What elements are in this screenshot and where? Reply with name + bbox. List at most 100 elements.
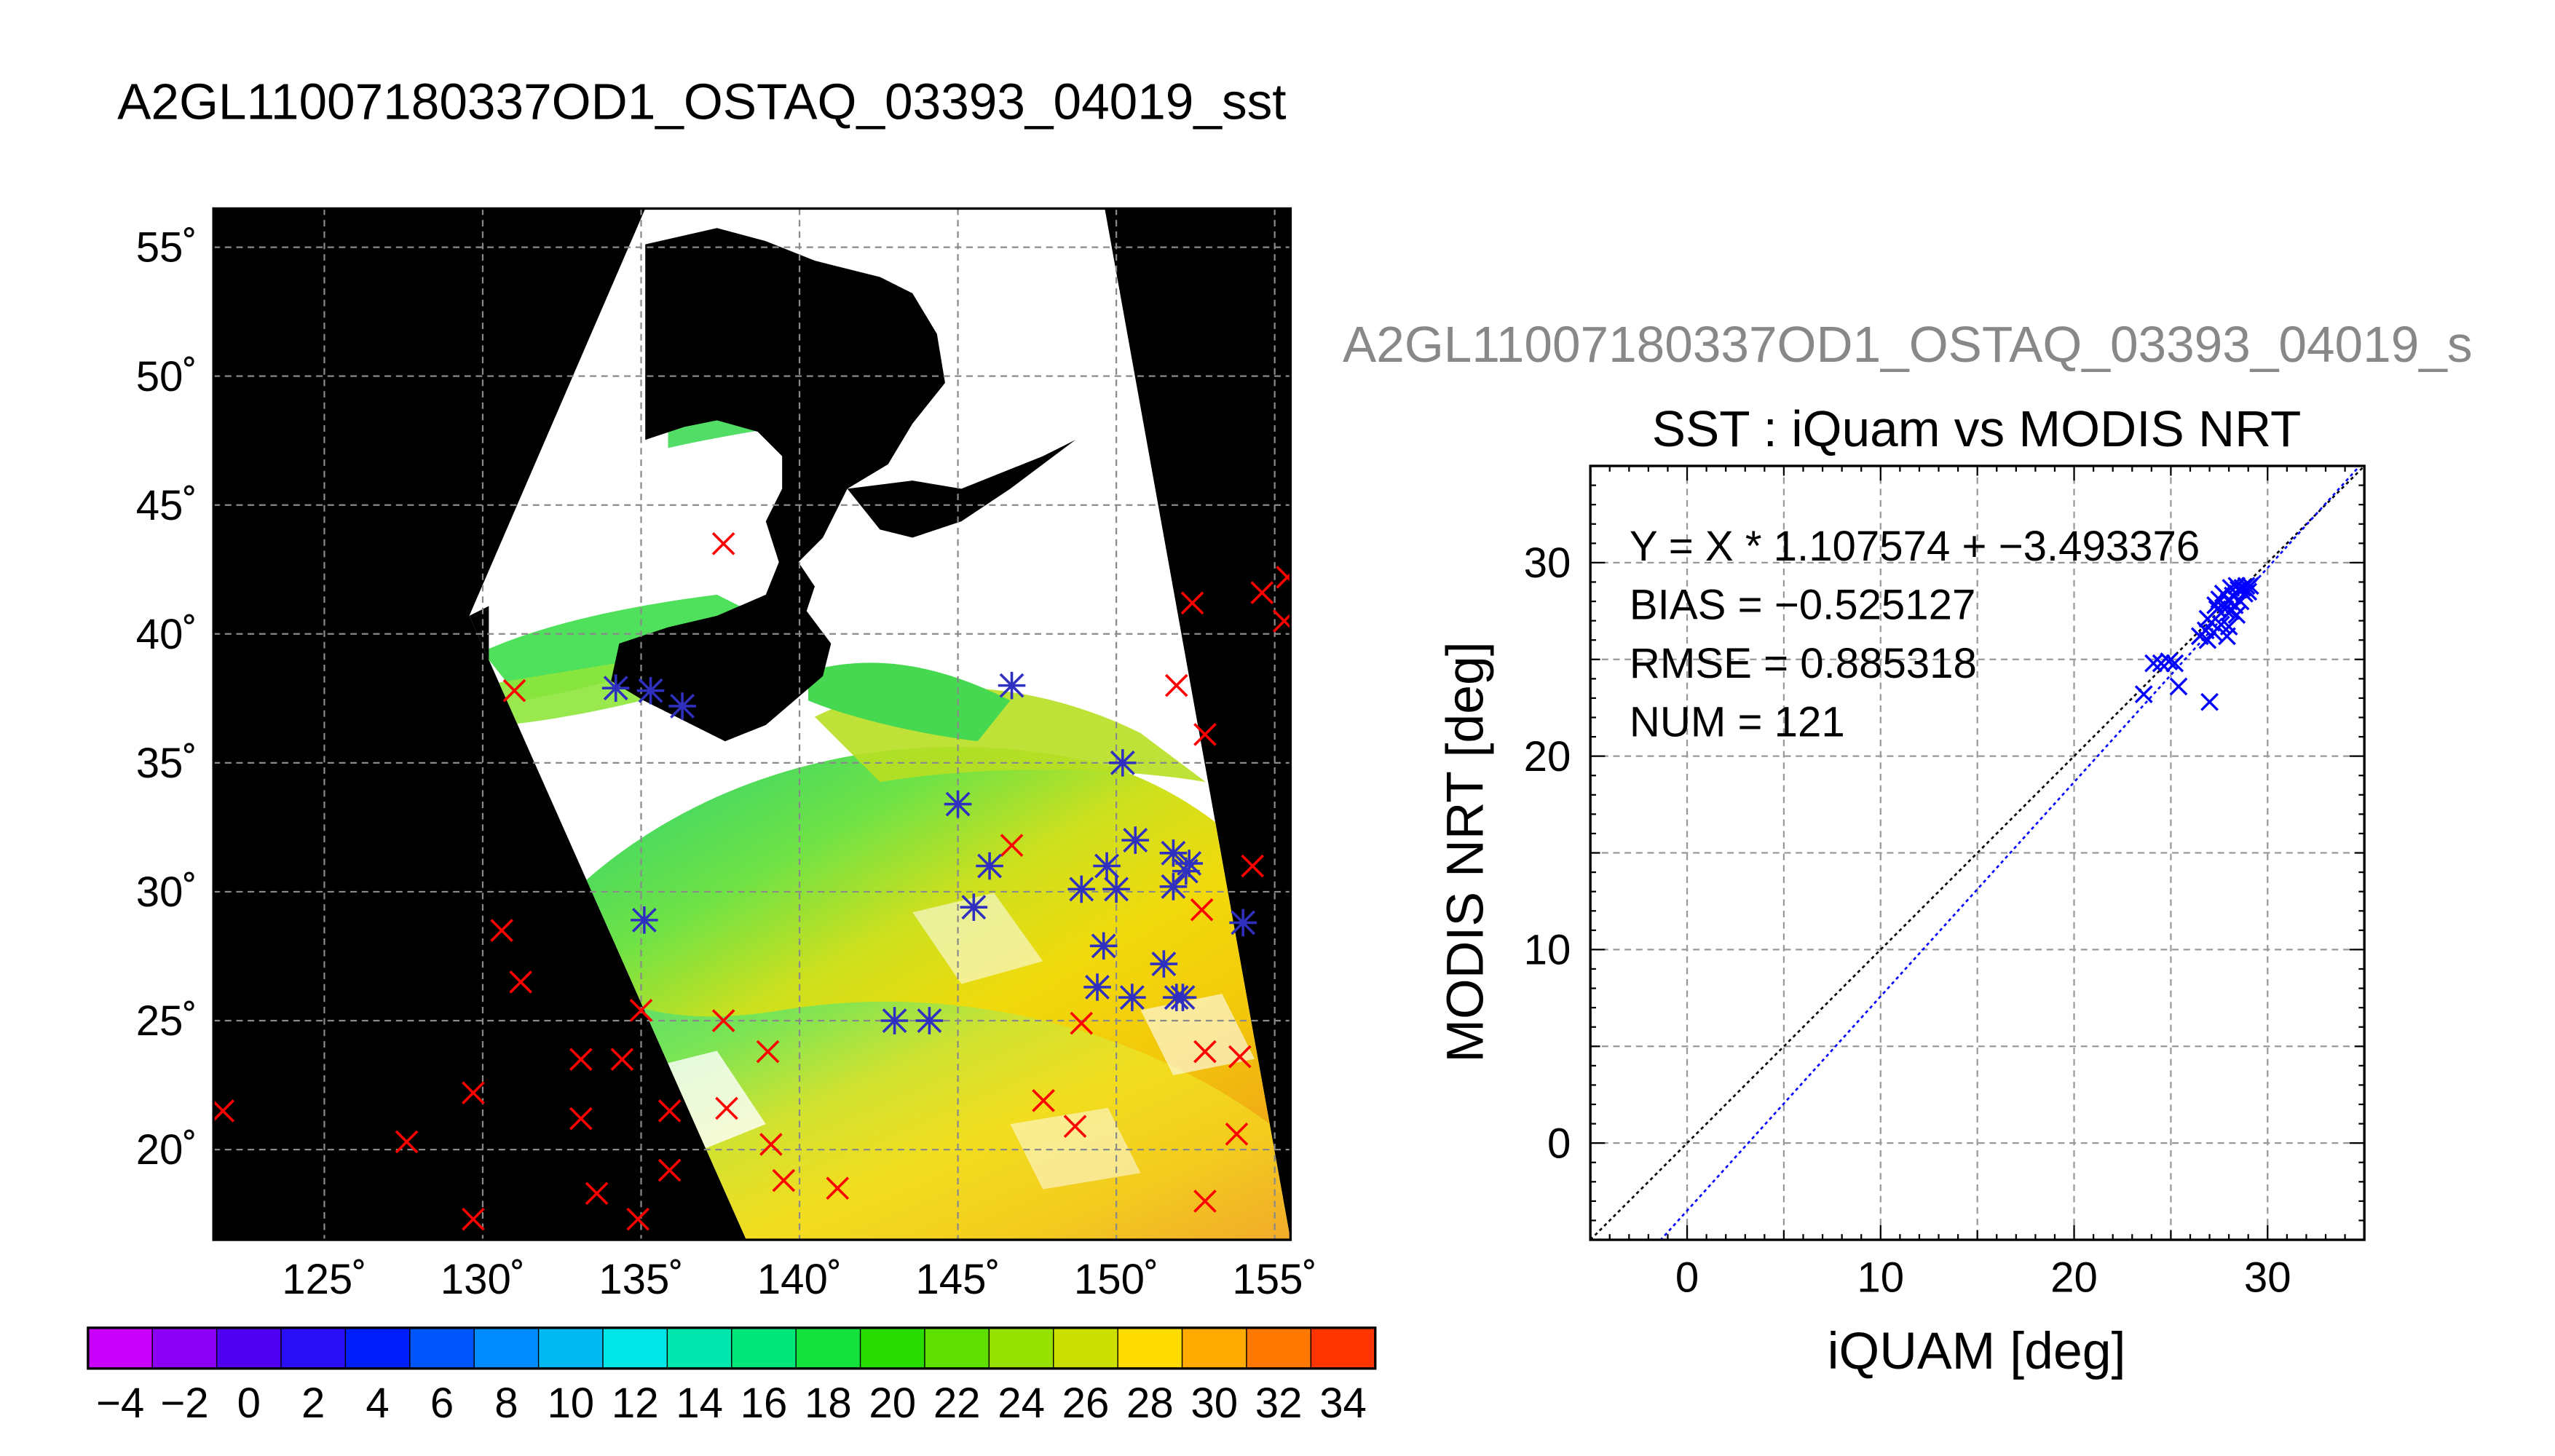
map-y-tick-label: 35˚ [136, 740, 197, 787]
map-y-tick-label: 55˚ [136, 224, 197, 272]
scatter-point [2227, 606, 2246, 625]
map-marker-asterisk [1121, 826, 1150, 854]
scatter-x-tick-label: 0 [1675, 1254, 1699, 1302]
map-marker-x [585, 1182, 609, 1206]
map-marker-asterisk [880, 1007, 909, 1034]
map-marker-x [395, 1130, 419, 1154]
map-x-tick-label: 150˚ [1074, 1256, 1158, 1303]
scatter-point [2222, 579, 2240, 597]
scatter-y-tick-label: 20 [1524, 733, 1571, 780]
scatter-point [2239, 582, 2258, 601]
map-marker-x [213, 1099, 235, 1123]
map-marker-x [1000, 834, 1024, 858]
colorbar-tick-label: 16 [741, 1380, 788, 1427]
map-marker-x [1193, 1040, 1217, 1064]
colorbar-tick-label: 34 [1319, 1380, 1367, 1427]
colorbar-cell [1181, 1327, 1247, 1369]
map-marker-x [826, 1176, 850, 1200]
map-marker-x [569, 1048, 593, 1071]
colorbar-cell [795, 1327, 861, 1369]
map-marker-x [759, 1133, 783, 1156]
map-marker-asterisk [1118, 984, 1146, 1011]
map-marker-x [1276, 566, 1291, 589]
map-y-tick-label: 30˚ [136, 869, 197, 916]
map-marker-x [569, 1107, 593, 1131]
map-marker-x [610, 1048, 634, 1071]
colorbar-tick-label: 2 [301, 1380, 325, 1427]
y-axis-label: MODIS NRT [deg] [1436, 641, 1494, 1062]
map-marker-asterisk [1093, 852, 1121, 880]
colorbar-tick-label: 4 [366, 1380, 389, 1427]
map-marker-x [1193, 1190, 1217, 1213]
colorbar-cell [87, 1327, 153, 1369]
colorbar-cell [1117, 1327, 1183, 1369]
scatter-file-title: A2GL11007180337OD1_OSTAQ_03393_04019_s [1343, 316, 2473, 373]
colorbar-tick-label: −4 [96, 1380, 144, 1427]
colorbar-tick-label: −2 [160, 1380, 208, 1427]
colorbar-cell [473, 1327, 540, 1369]
scatter-x-tick-label: 30 [2244, 1254, 2291, 1302]
map-marker-x [462, 1207, 485, 1231]
map-marker-asterisk [1089, 932, 1118, 960]
colorbar-cell [1310, 1327, 1376, 1369]
colorbar-cell [280, 1327, 347, 1369]
map-marker-asterisk [1083, 973, 1111, 1001]
colorbar-cell [409, 1327, 475, 1369]
map-y-tick-label: 40˚ [136, 611, 197, 658]
map-marker-asterisk [1109, 749, 1137, 777]
colorbar-cell [216, 1327, 282, 1369]
scatter-plot: 0 10 20 30 0 10 20 30 Y = X * 1.107574 + −3.493… [1436, 464, 2366, 1380]
map-markers [213, 532, 1291, 1231]
colorbar-tick-label: 18 [805, 1380, 852, 1427]
map-frame [212, 207, 1292, 1241]
map-marker-x [629, 999, 653, 1022]
scatter-x-tick-label: 10 [1857, 1254, 1904, 1302]
map-marker-asterisk [636, 676, 665, 705]
map-marker-x [509, 970, 532, 994]
scatter-point [2214, 585, 2232, 603]
rmse-stat: RMSE = 0.885318 [1630, 640, 1977, 687]
map-marker-asterisk [960, 893, 988, 921]
scatter-y-tick-label: 10 [1524, 927, 1571, 974]
map-y-tick-label: 20˚ [136, 1126, 197, 1174]
colorbar-tick-label: 6 [430, 1380, 454, 1427]
map-marker-x [1070, 1011, 1094, 1035]
map-marker-x [756, 1040, 780, 1064]
colorbar-tick-label: 26 [1062, 1380, 1110, 1427]
colorbar-cell [1053, 1327, 1118, 1369]
colorbar-tick-label: 20 [869, 1380, 916, 1427]
colorbar-tick-label: 14 [676, 1380, 723, 1427]
map-grid [213, 208, 1291, 1241]
map-x-tick-label: 155˚ [1232, 1256, 1316, 1303]
map-marker-asterisk [1169, 984, 1197, 1011]
map-marker-asterisk [1150, 950, 1178, 978]
map-marker-asterisk [944, 790, 972, 818]
scatter-point [2160, 652, 2179, 670]
colorbar-cell [859, 1327, 925, 1369]
colorbar-tick-label: 28 [1126, 1380, 1174, 1427]
scatter-point [2240, 577, 2259, 596]
map-marker-x [490, 919, 513, 942]
sst-map: 125˚ 130˚ 135˚ 140˚ 145˚ 150˚ 155˚ 20˚ 25˚ 30˚ 35˚… [136, 207, 1317, 1303]
colorbar-cell [988, 1327, 1054, 1369]
map-marker-asterisk [1159, 839, 1188, 867]
map-x-tick-label: 130˚ [441, 1256, 525, 1303]
scatter-point [2200, 692, 2219, 711]
map-marker-x [1164, 673, 1188, 697]
map-marker-x [502, 678, 526, 703]
colorbar-tick-label: 30 [1190, 1380, 1238, 1427]
map-marker-x [772, 1168, 796, 1192]
map-marker-asterisk [601, 674, 630, 702]
colorbar-tick-label: 10 [547, 1380, 594, 1427]
map-marker-x [626, 1207, 649, 1231]
scatter-y-tick-label: 0 [1547, 1120, 1571, 1167]
map-marker-asterisk [1175, 850, 1203, 877]
colorbar-tick-label: 32 [1255, 1380, 1303, 1427]
colorbar-tick-label: 24 [998, 1380, 1045, 1427]
colorbar-cell [924, 1327, 990, 1369]
map-marker-x [1225, 1123, 1249, 1146]
scatter-point [2165, 654, 2184, 673]
map-marker-asterisk [631, 906, 658, 934]
map-x-tick-label: 145˚ [915, 1256, 1000, 1303]
